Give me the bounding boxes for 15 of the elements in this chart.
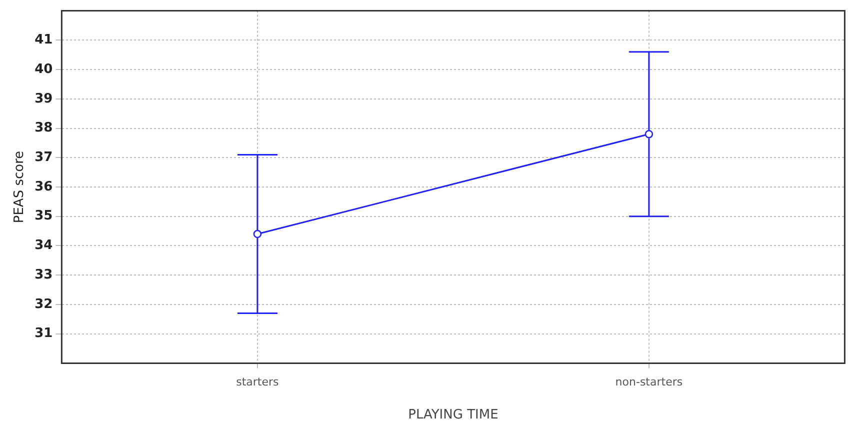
y-tick-label: 40 <box>34 62 53 77</box>
x-tick-label: non-starters <box>615 376 683 389</box>
y-tick-label: 36 <box>34 179 53 194</box>
y-tick-label: 34 <box>34 238 53 254</box>
y-tick-label: 32 <box>34 296 53 312</box>
y-tick-label: 33 <box>34 267 53 282</box>
x-tick-label: starters <box>236 376 280 389</box>
y-tick-label: 38 <box>34 120 53 136</box>
y-tick-label: 37 <box>34 150 53 166</box>
y-tick-label: 35 <box>34 208 53 224</box>
y-tick-label: 31 <box>34 326 53 342</box>
y-tick-label: 39 <box>34 91 53 106</box>
y-tick-label: 41 <box>34 32 53 48</box>
x-axis-title: PLAYING TIME <box>408 408 498 423</box>
y-axis-title: PEAS score <box>12 150 28 224</box>
